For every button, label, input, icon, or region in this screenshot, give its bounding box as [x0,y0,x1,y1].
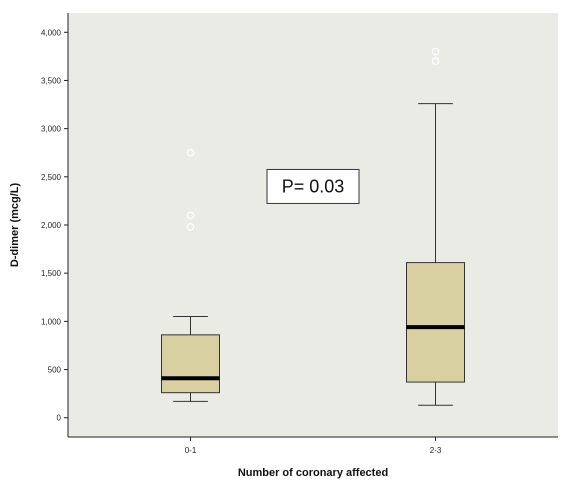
y-ticks: 0 500 1,000 1,500 2,000 2,500 3,000 3,500 4,000 [41,28,68,423]
annotation-text: P= 0.03 [282,176,345,196]
y-tick-label: 3,000 [41,125,62,134]
y-tick-label: 1,500 [41,269,62,278]
outlier-point [186,148,195,157]
p-value-annotation: P= 0.03 [266,168,360,204]
y-tick-label: 2,000 [41,221,62,230]
y-tick-label: 2,500 [41,173,62,182]
box-group-0-1 [161,148,220,402]
plot-area [68,13,558,437]
iqr-box [406,262,465,383]
x-tick-label: 0-1 [185,446,197,455]
box-group-2-3 [406,47,465,406]
x-ticks: 0-1 2-3 [185,437,442,455]
y-tick-label: 0 [57,414,62,423]
outlier-point [431,57,440,65]
y-tick-label: 1,000 [41,317,62,326]
outlier-point [186,223,195,231]
outlier-point [186,211,195,220]
y-tick-label: 3,500 [41,76,62,85]
y-tick-label: 4,000 [41,28,62,37]
x-tick-label: 2-3 [430,446,442,455]
y-axis-title: D-dimer (mcg/L) [9,182,21,267]
outlier-point [431,47,440,56]
annotation-box [266,168,360,204]
iqr-box [161,334,220,394]
y-tick-label: 500 [48,366,62,375]
boxes [161,47,465,406]
x-axis-title: Number of coronary affected [238,467,388,479]
